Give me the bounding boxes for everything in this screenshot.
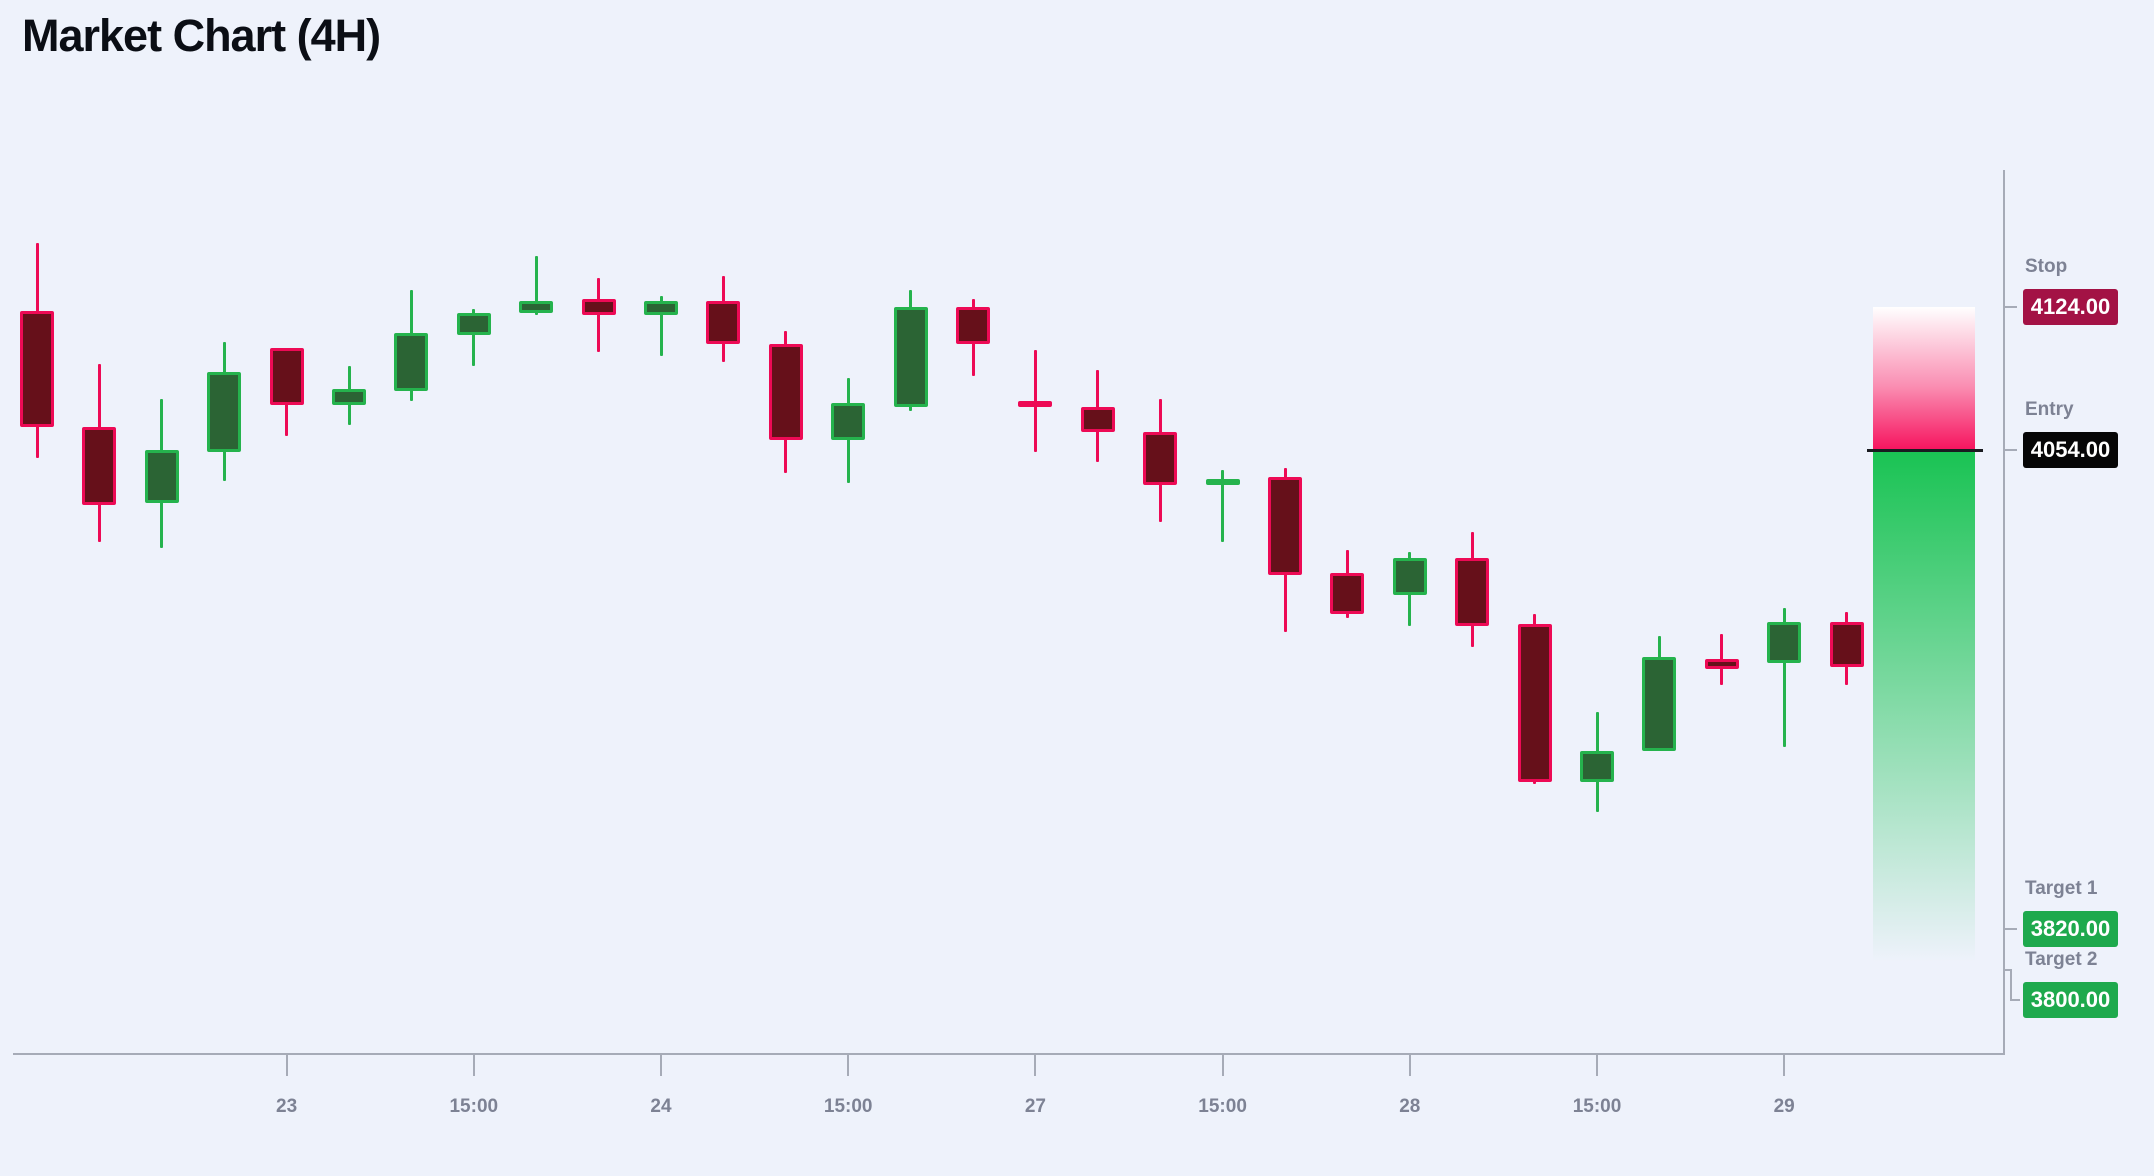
x-axis-tick [1596, 1053, 1598, 1076]
candle-bearish [1517, 623, 1552, 782]
candle-bearish [581, 298, 616, 315]
candle-bullish [394, 333, 429, 391]
price-level-tick [2003, 305, 2017, 308]
stop-label: Stop [2025, 256, 2068, 277]
candle-bearish [768, 343, 803, 440]
candle-wick-bullish [1221, 470, 1225, 543]
candle-bullish [1205, 478, 1240, 485]
reward-zone [1873, 450, 1975, 962]
x-axis-label: 15:00 [1198, 1096, 1247, 1117]
x-axis-label: 29 [1773, 1096, 1795, 1117]
x-axis-label: 27 [1024, 1096, 1046, 1117]
x-axis-tick [1034, 1053, 1037, 1076]
x-axis-tick [472, 1053, 475, 1076]
target1-price-badge[interactable]: 3820.00 [2023, 911, 2118, 947]
candle-bullish [207, 372, 242, 453]
x-axis-tick [1221, 1053, 1224, 1076]
y-axis-line [2003, 170, 2005, 1055]
candle-bullish [1392, 558, 1427, 596]
candle-wick-bullish [534, 255, 538, 315]
x-axis-label: 24 [650, 1096, 672, 1117]
candle-wick-bullish [659, 296, 663, 356]
candle-bearish [1455, 558, 1490, 627]
candle-bearish [1080, 407, 1115, 432]
candle-bearish [20, 310, 54, 428]
candle-bearish [1018, 400, 1053, 407]
candle-bullish [1642, 656, 1677, 751]
x-axis-tick [660, 1053, 662, 1076]
target2-price-badge[interactable]: 3800.00 [2023, 982, 2118, 1018]
candle-bearish [1143, 431, 1178, 485]
x-axis-label: 15:00 [823, 1096, 873, 1117]
candle-bullish [1580, 750, 1614, 782]
entry-price-line[interactable] [1867, 448, 1983, 452]
target2-connector [2003, 968, 2011, 971]
candle-bearish [82, 427, 117, 506]
x-axis-tick [1783, 1053, 1786, 1076]
candle-bullish [893, 306, 928, 407]
price-level-tick [2003, 449, 2017, 451]
x-axis-label: 28 [1399, 1096, 1421, 1117]
x-axis-tick [847, 1053, 850, 1076]
page-title: Market Chart (4H) [22, 10, 381, 61]
x-axis-label: 23 [276, 1096, 298, 1117]
candle-bullish [144, 450, 179, 504]
candle-bullish [1767, 621, 1802, 663]
risk-zone [1873, 306, 1975, 450]
x-axis-label: 15:00 [449, 1096, 499, 1117]
target2-connector [2010, 968, 2012, 1000]
target2-connector [2010, 999, 2020, 1001]
candle-bearish [706, 300, 741, 344]
candle-wick-bullish [472, 308, 476, 367]
candle-bullish [519, 300, 554, 313]
x-axis-label: 15:00 [1572, 1096, 1622, 1117]
target1-label: Target 1 [2025, 878, 2098, 899]
candle-wick-bullish [1782, 607, 1786, 747]
candle-bullish [332, 388, 366, 405]
candle-bullish [644, 300, 678, 315]
candle-bearish [1330, 572, 1365, 614]
candle-bearish [269, 347, 304, 405]
x-axis-tick [285, 1053, 288, 1076]
stop-price-badge[interactable]: 4124.00 [2023, 289, 2118, 325]
candle-bearish [1829, 621, 1864, 667]
entry-price-badge[interactable]: 4054.00 [2023, 432, 2118, 468]
target2-label: Target 2 [2025, 949, 2098, 970]
x-axis-tick [1408, 1053, 1411, 1076]
candle-wick-bearish [597, 278, 601, 352]
candle-bearish [1704, 658, 1739, 670]
candle-bearish [1268, 476, 1302, 575]
candle-bullish [456, 312, 491, 336]
price-level-tick [2003, 927, 2017, 930]
candle-bullish [831, 402, 866, 440]
x-axis-line [13, 1053, 2005, 1055]
candle-bearish [956, 306, 990, 344]
entry-label: Entry [2025, 399, 2074, 420]
